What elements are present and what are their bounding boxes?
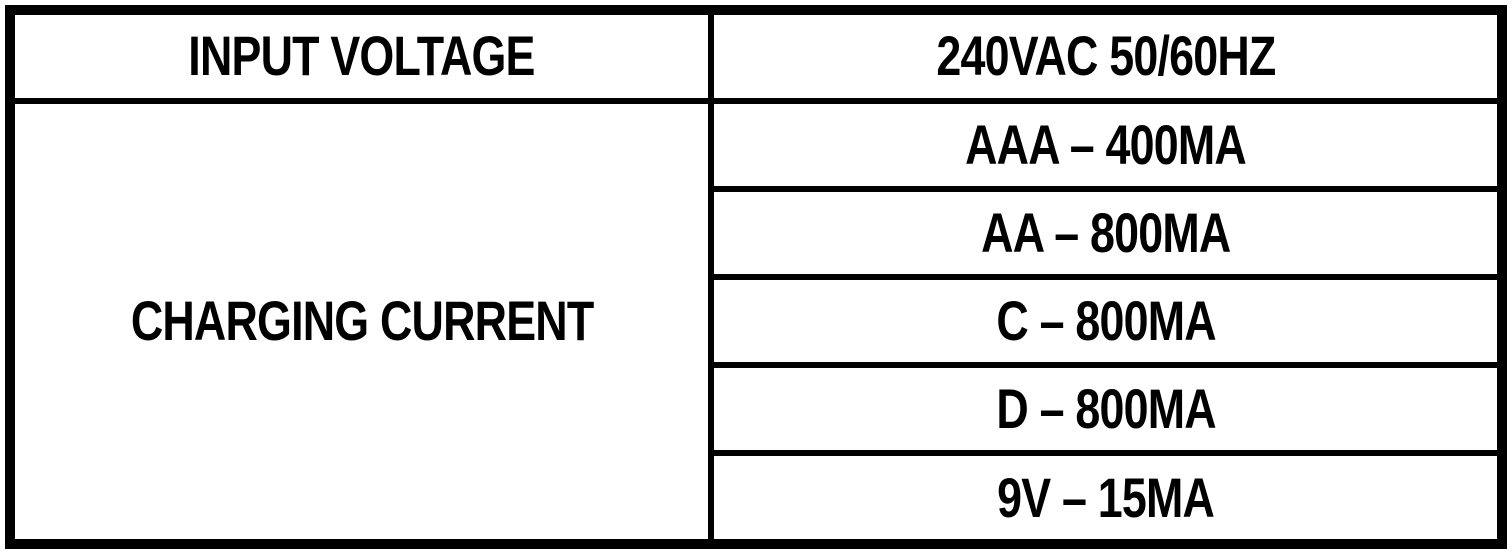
table-row: AA – 800MA (10, 185, 1505, 280)
charging-current-9v-value: 9V – 15MA (997, 465, 1215, 529)
table-row: CHARGING CURRENT AAA – 400MA (6, 97, 1505, 548)
table-row: INPUT VOLTAGE 240VAC 50/60HZ (6, 7, 1505, 104)
charging-current-aa-value: AA – 800MA (980, 200, 1231, 264)
charging-current-c-cell: C – 800MA (708, 273, 1505, 369)
table-row: D – 800MA (10, 362, 1505, 457)
charging-current-aa-cell: AA – 800MA (708, 185, 1505, 280)
input-voltage-label: INPUT VOLTAGE (188, 24, 535, 88)
battery-charger-spec-table: INPUT VOLTAGE 240VAC 50/60HZ CHARGING CU… (5, 5, 1507, 549)
charging-current-c-value: C – 800MA (995, 289, 1216, 352)
charging-current-header-cell: CHARGING CURRENT (6, 97, 715, 548)
charging-current-d-cell: D – 800MA (708, 362, 1505, 457)
input-voltage-value: 240VAC 50/60HZ (936, 24, 1276, 88)
charging-current-9v-cell: 9V – 15MA (708, 450, 1505, 547)
input-voltage-value-cell: 240VAC 50/60HZ (708, 7, 1505, 104)
charging-current-aaa-cell: AAA – 400MA (708, 97, 1505, 192)
table-row: 9V – 15MA (10, 450, 1505, 547)
charging-current-label: CHARGING CURRENT (130, 289, 593, 353)
table-row: C – 800MA (10, 273, 1505, 369)
input-voltage-header-cell: INPUT VOLTAGE (6, 7, 715, 104)
charging-current-aaa-value: AAA – 400MA (965, 112, 1247, 176)
charging-current-d-value: D – 800MA (995, 377, 1216, 441)
